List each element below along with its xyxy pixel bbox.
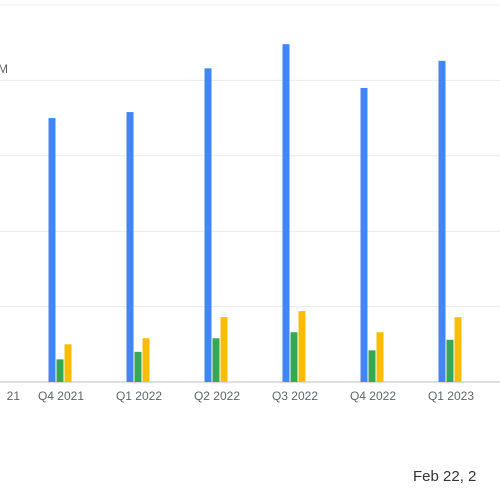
x-tick-label: Q3 2022 bbox=[272, 389, 318, 403]
gridlines bbox=[0, 4, 500, 383]
bar bbox=[282, 44, 290, 382]
partial-axis-unit-label: M bbox=[0, 62, 8, 76]
bar bbox=[142, 338, 150, 382]
footer-date-text: Feb 22, 2 bbox=[413, 468, 476, 485]
bar bbox=[220, 317, 228, 382]
bar bbox=[438, 60, 446, 383]
bar bbox=[290, 332, 298, 382]
bar bbox=[126, 112, 134, 383]
x-tick-label: Q4 2022 bbox=[350, 389, 396, 403]
bar bbox=[368, 350, 376, 382]
bar bbox=[454, 317, 462, 382]
bar bbox=[212, 338, 220, 382]
bar bbox=[298, 311, 306, 382]
x-axis-labels: 21 Q4 2021 Q1 2022 Q2 2022 Q3 2022 Q4 2022 Q1 … bbox=[7, 389, 475, 403]
x-tick-label: 21 bbox=[7, 389, 21, 403]
bar bbox=[64, 344, 72, 382]
bar bbox=[56, 359, 64, 382]
bars bbox=[48, 44, 462, 383]
bar bbox=[360, 87, 368, 382]
x-tick-label: Q1 2023 bbox=[428, 389, 474, 403]
bar bbox=[48, 118, 56, 382]
x-tick-label: Q2 2022 bbox=[194, 389, 240, 403]
x-tick-label: Q4 2021 bbox=[38, 389, 84, 403]
bar bbox=[204, 68, 212, 382]
bar bbox=[446, 339, 454, 382]
bar bbox=[134, 351, 142, 382]
bar bbox=[376, 332, 384, 382]
x-tick-label: Q1 2022 bbox=[116, 389, 162, 403]
